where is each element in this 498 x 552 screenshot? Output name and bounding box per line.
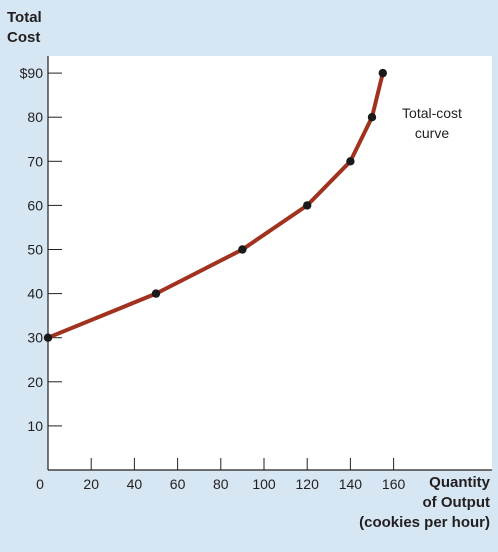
x-tick-label: 60: [170, 476, 186, 492]
axes: [47, 56, 492, 471]
x-axis-title: Quantity of Output (cookies per hour): [359, 474, 491, 531]
x-axis-title-line-3: (cookies per hour): [359, 514, 490, 531]
data-point: [238, 245, 247, 254]
x-axis-title-line-1: Quantity: [429, 474, 490, 491]
y-tick-label: 70: [27, 153, 43, 169]
annotation-line-1: Total-cost: [402, 105, 462, 121]
y-tick-label: 80: [27, 109, 43, 125]
x-axis-title-line-2: of Output: [423, 494, 490, 511]
series-layer: [43, 68, 387, 342]
x-axis-ticks: 0 20 40 60 80 100 120 140 160: [36, 458, 405, 492]
curve-annotation: Total-cost curve: [402, 105, 462, 141]
x-tick-label: 0: [36, 476, 44, 492]
x-tick-label: 100: [252, 476, 276, 492]
y-tick-label: 50: [27, 242, 43, 258]
x-tick-label: 20: [83, 476, 99, 492]
annotation-line-2: curve: [415, 125, 449, 141]
x-tick-label: 120: [296, 476, 320, 492]
x-tick-label: 140: [339, 476, 363, 492]
x-tick-label: 160: [382, 476, 406, 492]
data-point: [151, 289, 161, 298]
y-tick-label: 20: [27, 374, 43, 390]
y-tick-label: 60: [27, 197, 43, 213]
x-tick-label: 40: [127, 476, 143, 492]
y-axis-title-line-1: Total: [7, 9, 42, 26]
y-tick-label: 30: [27, 330, 43, 346]
y-axis-ticks: 10 20 30 40 50 60 70 80 $90: [20, 65, 62, 434]
y-tick-label: 10: [27, 418, 43, 434]
data-point: [43, 333, 53, 342]
y-axis-title: Total Cost: [7, 9, 42, 46]
data-point: [367, 113, 377, 122]
data-point: [346, 157, 355, 166]
y-tick-label: $90: [20, 65, 44, 81]
data-point: [378, 68, 387, 78]
x-tick-label: 80: [213, 476, 229, 492]
data-point: [303, 201, 312, 210]
plot-area: [48, 56, 492, 470]
y-tick-label: 40: [27, 286, 43, 302]
y-axis-title-line-2: Cost: [7, 29, 40, 46]
